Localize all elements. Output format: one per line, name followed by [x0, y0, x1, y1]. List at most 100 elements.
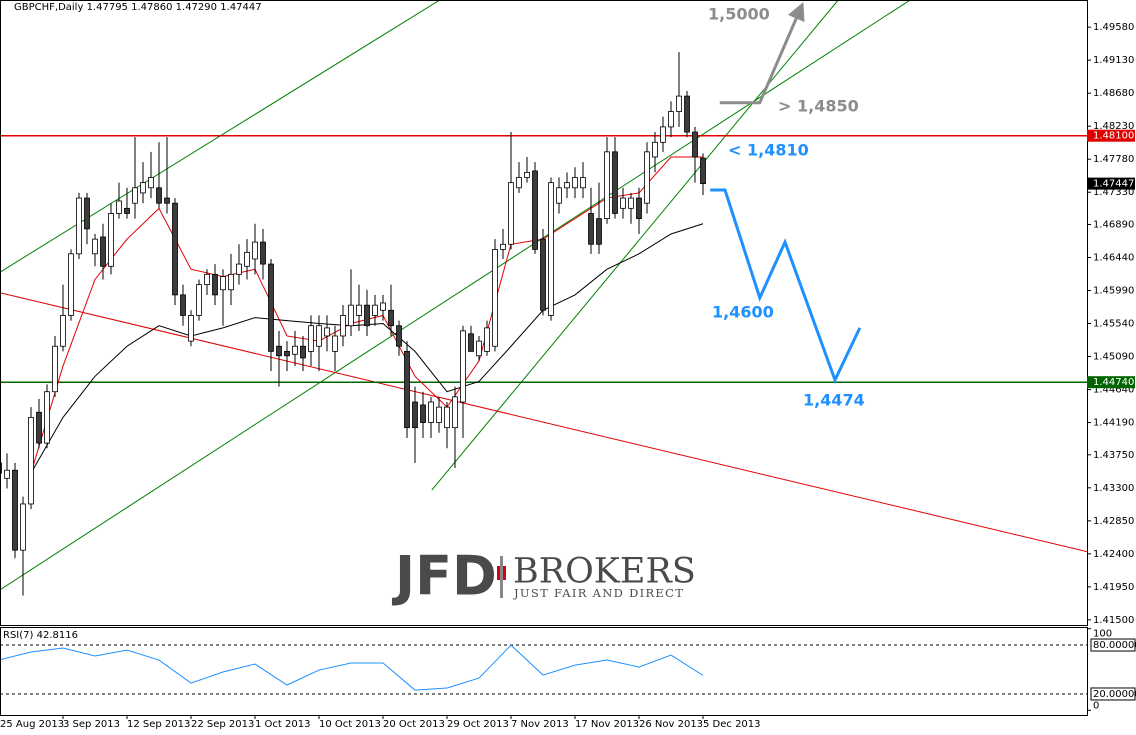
level-label: 1.44740 [1093, 377, 1134, 388]
y-tick-label: 1.41950 [1093, 582, 1134, 593]
candle-body [180, 294, 186, 316]
annotation: < 1,4810 [728, 141, 809, 160]
candle-body [252, 241, 258, 260]
candle-body [468, 333, 474, 352]
candle-body [380, 302, 386, 311]
candle-body [452, 396, 458, 429]
rsi-line [0, 644, 704, 691]
candle-body [644, 151, 650, 204]
low-value: 1.47290 [176, 2, 217, 13]
candle-body [436, 406, 442, 423]
candle-body [340, 315, 346, 337]
x-tick-label: 7 Nov 2013 [511, 719, 569, 730]
candle-body [364, 304, 370, 327]
candle-body [428, 401, 434, 423]
candle-body [268, 263, 274, 352]
y-tick-label: 1.45090 [1093, 352, 1134, 363]
logo-tagline: JUST FAIR AND DIRECT [513, 586, 684, 600]
candle-body [20, 503, 26, 551]
candle-body [28, 417, 34, 505]
y-tick-label: 1.46890 [1093, 219, 1134, 230]
candle-body [596, 218, 602, 245]
projection [719, 2, 805, 105]
y-tick-label: 1.42400 [1093, 549, 1134, 560]
candle-body [332, 335, 338, 352]
level-label-box [1087, 376, 1135, 389]
candle-body [692, 131, 698, 158]
x-tick-label: 17 Nov 2013 [575, 719, 639, 730]
candle-body [12, 469, 18, 551]
candle-body [412, 401, 418, 429]
candle-body [348, 304, 354, 327]
candle-body [108, 213, 114, 267]
x-tick-label: 1 Oct 2013 [255, 719, 310, 730]
candle-body [284, 350, 290, 357]
candle-body [60, 315, 66, 347]
trendline [0, 292, 1087, 553]
candle-body [68, 253, 74, 316]
candle-body [196, 284, 202, 316]
candle-body [36, 411, 42, 444]
y-tick-label: 1.45540 [1093, 319, 1134, 330]
candle-body [164, 197, 170, 204]
annotation: 1,4474 [803, 391, 865, 410]
y-tick-label: 1.44190 [1093, 418, 1134, 429]
candle-body [636, 197, 642, 220]
candle-body [420, 404, 426, 423]
rsi-tick-label: 0 [1093, 700, 1099, 711]
plot-frame [0, 0, 1088, 626]
rsi-name: RSI(7) [3, 630, 34, 641]
candle-body [388, 309, 394, 327]
candle-body [628, 197, 634, 209]
candle-body [220, 276, 226, 291]
level-label-box [1087, 129, 1135, 142]
candle-body [460, 330, 466, 403]
candle-body [148, 177, 154, 189]
candle-body [236, 263, 242, 275]
logo-bar [500, 556, 503, 598]
y-tick-label: 1.42850 [1093, 516, 1134, 527]
candle-body [604, 151, 610, 220]
y-tick-label: 1.48230 [1093, 121, 1134, 132]
annotation: > 1,4850 [778, 97, 859, 116]
y-tick-label: 1.49130 [1093, 55, 1134, 66]
logo-brand: BROKERS [513, 552, 696, 592]
rsi-frame [0, 627, 1088, 716]
x-tick-label: 5 Dec 2013 [703, 719, 761, 730]
candle-body [532, 170, 538, 250]
candle-body [228, 273, 234, 291]
candle-body [564, 182, 570, 189]
rsi-label-box [1090, 638, 1136, 652]
header: GBPCHF,Daily 1.47795 1.47860 1.47290 1.4… [14, 2, 262, 13]
candle-body [356, 304, 362, 316]
rsi-label-box [1090, 687, 1136, 701]
rsi-tick-label: 100 [1093, 629, 1112, 640]
candle-body [116, 200, 122, 214]
candle-body [300, 345, 306, 359]
candle-body [572, 177, 578, 189]
symbol: GBPCHF,Daily [14, 2, 83, 13]
candle-body [372, 304, 378, 316]
close-value: 1.47447 [220, 2, 261, 13]
y-tick-label: 1.48680 [1093, 88, 1134, 99]
candle-body [588, 213, 594, 245]
trendline [0, 0, 911, 591]
candle-body [396, 325, 402, 347]
logo: JFD BROKERS JUST FAIR AND DIRECT [391, 545, 696, 608]
candle-body [652, 141, 658, 158]
candle-body [516, 177, 522, 189]
candle-body [620, 197, 626, 209]
rsi-header: RSI(7) 42.8116 [3, 630, 78, 641]
rsi-plot [0, 644, 1087, 695]
candle-body [76, 197, 82, 255]
candle-body [92, 238, 98, 255]
rsi-tick-label: 20.00000 [1093, 689, 1136, 700]
candle-body [84, 197, 90, 230]
x-tick-label: 25 Aug 2013 [0, 719, 64, 730]
candle-body [100, 236, 106, 267]
annotation: 1,5000 [708, 5, 770, 24]
y-tick-label: 1.49580 [1093, 22, 1134, 33]
x-tick-label: 10 Oct 2013 [319, 719, 381, 730]
